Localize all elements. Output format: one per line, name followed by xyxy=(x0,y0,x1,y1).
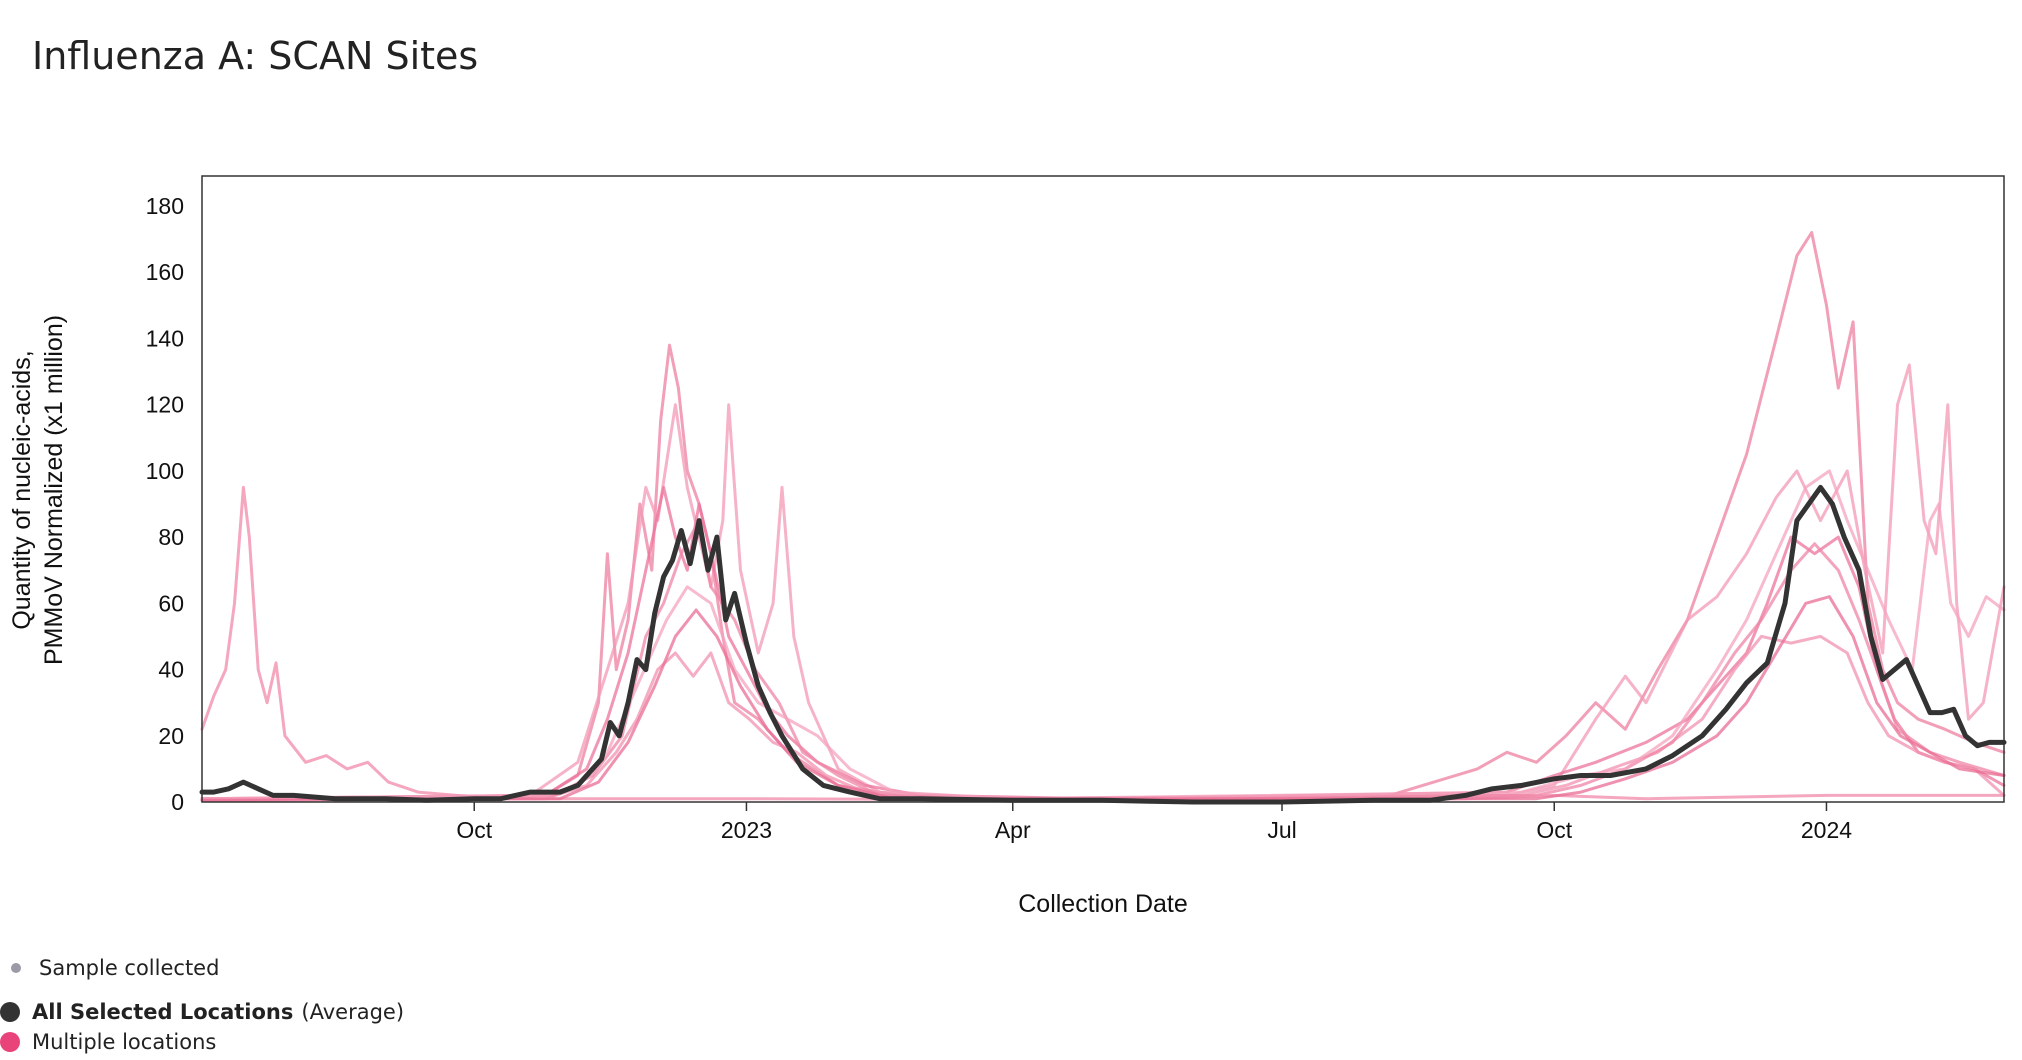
x-tick-label-Apr: Apr xyxy=(995,817,1031,843)
x-tick-label-2023: 2023 xyxy=(721,817,772,843)
legend-item-multiple[interactable]: Multiple locations xyxy=(0,1030,216,1054)
plot-frame xyxy=(201,175,2005,803)
x-tick-label-Jul: Jul xyxy=(1267,817,1296,843)
legend-item-average[interactable]: All Selected Locations (Average) xyxy=(0,1000,404,1024)
x-tick-label-Oct: Oct xyxy=(1536,817,1572,843)
legend-label-sample: Sample collected xyxy=(39,956,220,980)
legend-item-sample: Sample collected xyxy=(0,956,219,980)
sample-dot-icon xyxy=(11,963,21,973)
y-tick-label-100: 100 xyxy=(146,458,184,484)
average-series-line xyxy=(199,484,2007,805)
y-tick-label-120: 120 xyxy=(146,392,184,418)
y-axis-title-line-2: PMMoV Normalized (x1 million) xyxy=(40,315,68,665)
y-axis: 0 20 40 60 80 100 120 140 160 180 xyxy=(146,193,184,815)
chart-title: Influenza A: SCAN Sites xyxy=(32,34,479,78)
legend-label-average: All Selected Locations xyxy=(32,1000,294,1024)
y-tick-label-140: 140 xyxy=(146,325,184,351)
x-tick-label-Oct: Oct xyxy=(456,817,492,843)
y-tick-label-80: 80 xyxy=(158,524,184,550)
legend-label-average-suffix: (Average) xyxy=(301,1000,405,1024)
y-tick-label-160: 160 xyxy=(146,259,184,285)
location-series-line-7 xyxy=(200,469,2006,801)
y-tick-label-20: 20 xyxy=(158,723,184,749)
y-tick-label-180: 180 xyxy=(146,193,184,219)
x-tick-label-2024: 2024 xyxy=(1801,817,1852,843)
location-series-line-8 xyxy=(200,595,2006,802)
series-layer xyxy=(199,231,2007,805)
legend-label-multiple: Multiple locations xyxy=(32,1030,217,1054)
y-tick-label-40: 40 xyxy=(158,657,184,683)
multiple-dot-icon xyxy=(0,1032,20,1052)
y-axis-title-line-1: Quantity of nucleic-acids, xyxy=(8,350,36,629)
y-tick-label-0: 0 xyxy=(171,789,184,815)
location-series-line-3 xyxy=(200,363,2006,801)
y-tick-label-60: 60 xyxy=(158,590,184,616)
location-series-line-6 xyxy=(200,519,2006,802)
x-axis: Oct 2023 Apr Jul Oct 2024 xyxy=(456,802,1852,843)
average-dot-icon xyxy=(0,1002,20,1022)
x-axis-title: Collection Date xyxy=(1018,890,1188,918)
